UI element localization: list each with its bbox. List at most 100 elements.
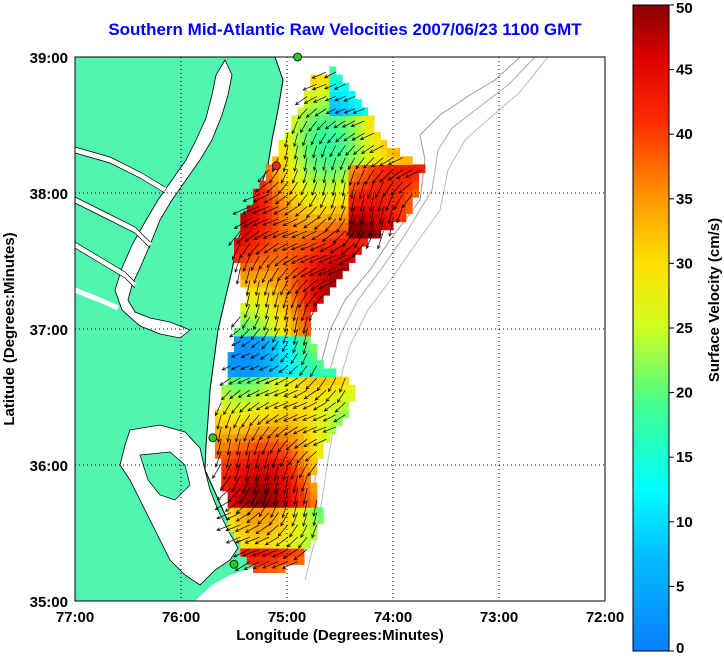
velocity-vector-head: [242, 267, 247, 273]
velocity-vector: [323, 426, 336, 433]
velocity-vector: [335, 108, 346, 114]
velocity-cell: [316, 91, 324, 100]
velocity-cell: [272, 270, 280, 280]
velocity-vector: [325, 120, 336, 130]
velocity-cell: [297, 156, 305, 166]
velocity-vector-head: [329, 249, 335, 254]
velocity-cell: [240, 409, 248, 418]
velocity-vector-head: [352, 252, 357, 257]
velocity-vector: [270, 500, 279, 518]
velocity-cell: [297, 180, 305, 190]
velocity-cell: [335, 164, 343, 174]
velocity-vector-head: [352, 110, 357, 114]
velocity-vector: [323, 169, 327, 183]
chart-title: Southern Mid-Atlantic Raw Velocities 200…: [108, 20, 582, 39]
velocity-cell: [342, 188, 350, 198]
velocity-vector: [313, 414, 327, 421]
velocity-vector-head: [264, 199, 269, 204]
velocity-vector-head: [261, 450, 266, 455]
velocity-cell: [240, 229, 248, 239]
velocity-vector-head: [288, 461, 292, 466]
velocity-cell: [342, 262, 350, 272]
velocity-cell: [310, 450, 318, 459]
velocity-cell: [253, 368, 261, 378]
velocity-vector: [234, 463, 241, 481]
velocity-cell: [323, 237, 330, 247]
velocity-cell: [278, 295, 286, 304]
velocity-cell: [284, 531, 292, 541]
velocity-vector: [355, 157, 365, 170]
velocity-cell: [342, 172, 350, 182]
velocity-vector-head: [225, 527, 230, 532]
velocity-cell: [246, 278, 254, 288]
velocity-vector-head: [309, 247, 314, 251]
velocity-cell: [323, 172, 330, 182]
velocity-cell: [303, 450, 311, 459]
velocity-vector-head: [312, 442, 318, 446]
velocity-vector-head: [246, 380, 251, 384]
velocity-vector: [236, 439, 241, 456]
velocity-cell: [259, 229, 267, 239]
velocity-vector: [285, 438, 298, 451]
velocity-cell: [284, 450, 292, 459]
velocity-cell: [234, 458, 241, 467]
velocity-vector-head: [339, 166, 344, 171]
velocity-cell: [259, 246, 267, 255]
velocity-cell: [297, 303, 305, 312]
velocity-vector-head: [312, 302, 317, 307]
velocity-vector-head: [319, 140, 323, 145]
velocity-cell: [405, 197, 413, 206]
velocity-vector: [277, 267, 289, 281]
velocity-vector-head: [382, 192, 387, 198]
velocity-cell: [253, 343, 261, 353]
y-tick-label: 39:00: [30, 50, 68, 67]
velocity-vector: [351, 132, 365, 141]
colorbar-tick-label: 30: [676, 255, 693, 272]
velocity-vector: [228, 487, 241, 503]
velocity-cell: [303, 466, 311, 476]
velocity-cell: [361, 123, 369, 133]
velocity-cell: [323, 425, 330, 435]
velocity-cell: [316, 156, 324, 166]
velocity-vector-head: [235, 451, 240, 456]
velocity-cell: [240, 531, 248, 541]
velocity-cell: [310, 172, 318, 182]
velocity-vector-head: [228, 381, 233, 385]
velocity-cell: [265, 523, 273, 533]
velocity-cell: [284, 384, 292, 394]
colorbar-tick-label: 10: [676, 514, 693, 531]
velocity-cell: [348, 229, 356, 239]
velocity-vector: [283, 549, 298, 559]
velocity-cell: [323, 401, 330, 410]
velocity-cell: [303, 172, 311, 182]
velocity-cell: [234, 490, 241, 500]
velocity-cell: [291, 441, 299, 451]
velocity-vector: [293, 389, 308, 398]
velocity-vector: [256, 377, 270, 384]
velocity-cell: [272, 205, 280, 214]
velocity-vector-head: [302, 329, 306, 335]
velocity-vector-head: [250, 266, 255, 271]
velocity-cell: [253, 458, 261, 467]
velocity-cell: [291, 246, 299, 255]
velocity-vector-head: [368, 233, 372, 238]
velocity-cell: [240, 466, 248, 476]
velocity-vector: [385, 194, 394, 211]
velocity-cell: [335, 376, 343, 386]
velocity-vector: [357, 218, 365, 237]
velocity-vector: [239, 243, 251, 259]
velocity-cell: [316, 246, 324, 255]
velocity-vector-head: [293, 556, 298, 561]
velocity-vector: [253, 218, 270, 226]
velocity-vector-head: [275, 542, 280, 547]
velocity-vector-head: [323, 407, 328, 412]
velocity-cell: [361, 188, 369, 198]
velocity-cell: [234, 401, 241, 410]
velocity-cell: [221, 441, 229, 451]
velocity-cell: [342, 409, 350, 418]
x-tick-label: 77:00: [56, 609, 94, 626]
velocity-vector-head: [333, 124, 338, 129]
velocity-cell: [240, 360, 248, 370]
velocity-vector-head: [264, 303, 269, 309]
velocity-vector: [328, 206, 337, 221]
